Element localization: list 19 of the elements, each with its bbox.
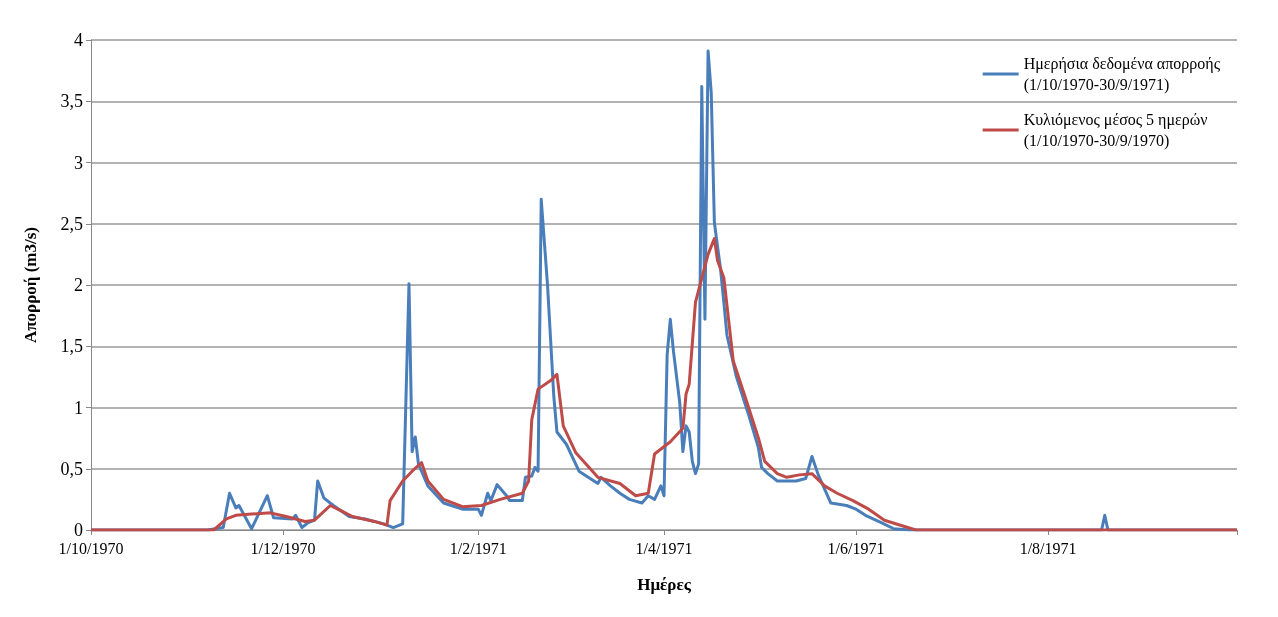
x-axis-title: Ημέρες (637, 575, 692, 594)
x-tick-label: 1/12/1970 (250, 539, 316, 557)
x-tick-label: 1/4/1971 (635, 539, 693, 557)
y-tick-label: 2 (74, 275, 83, 295)
y-tick-label: 3,5 (60, 91, 83, 112)
legend-label: Κυλιόμενος μέσος 5 ημερών (1/10/1970-30/9/1970) (1023, 111, 1208, 150)
y-tick-label: 0 (74, 520, 83, 540)
y-tick-label: 4 (74, 30, 83, 50)
y-tick-label: 1,5 (60, 336, 83, 357)
y-tick-label: 3 (74, 152, 83, 173)
y-tick-label: 1 (74, 397, 83, 418)
legend-label: Ημερήσια δεδομένα απορροής (1/10/1970-30/9/1971) (1023, 55, 1221, 94)
y-tick-label: 2,5 (60, 213, 83, 234)
y-axis-title: Απορροή (m3/s) (21, 226, 40, 344)
x-tick-label: 1/10/1970 (58, 539, 124, 557)
y-tick-label: 0,5 (60, 458, 83, 479)
x-tick-label: 1/2/1971 (449, 539, 507, 557)
x-tick-label: 1/8/1971 (1019, 539, 1077, 557)
x-tick-label: 1/6/1971 (827, 539, 885, 557)
